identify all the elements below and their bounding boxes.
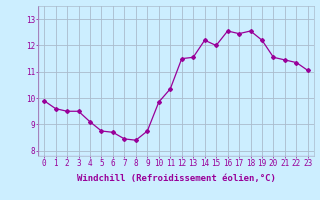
X-axis label: Windchill (Refroidissement éolien,°C): Windchill (Refroidissement éolien,°C) (76, 174, 276, 183)
